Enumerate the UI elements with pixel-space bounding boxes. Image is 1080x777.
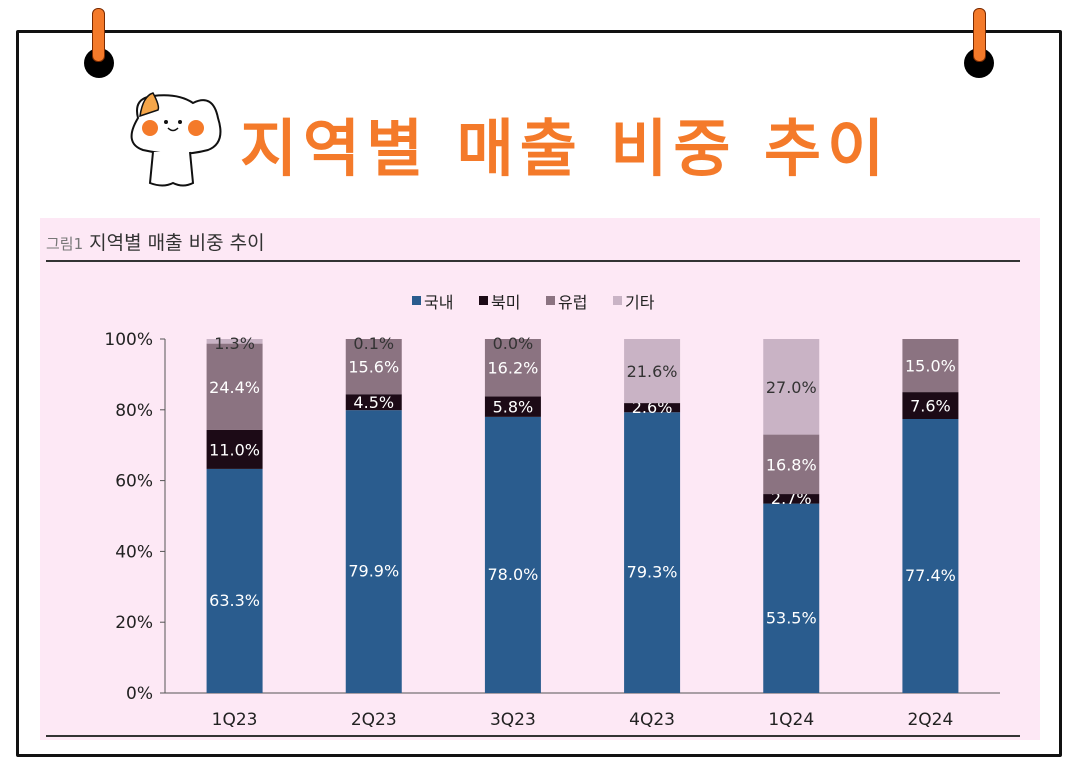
- y-tick-label: 80%: [115, 401, 153, 421]
- bar-segment: [624, 412, 681, 693]
- bar-segment: [763, 434, 820, 495]
- bar-segment: [206, 429, 263, 469]
- y-tick-label: 100%: [104, 330, 153, 350]
- bar-segment: [206, 343, 263, 430]
- frame: [16, 30, 1062, 757]
- bar-segment: [206, 468, 263, 693]
- legend-label: 유럽: [558, 293, 587, 312]
- data-label: 15.0%: [905, 357, 956, 376]
- bar-segment: [484, 416, 541, 693]
- data-label: 24.4%: [209, 378, 260, 397]
- data-label: 79.9%: [348, 562, 399, 581]
- bar-segment: [763, 503, 820, 693]
- data-label: 16.2%: [488, 359, 539, 378]
- data-label: 0.0%: [493, 334, 534, 353]
- binder-pin-right: [973, 8, 986, 62]
- x-tick-label: 1Q23: [212, 710, 258, 730]
- divider-top: [46, 260, 1020, 262]
- data-label: 4.5%: [353, 393, 394, 412]
- y-tick-label: 20%: [115, 613, 153, 633]
- y-tick-label: 0%: [126, 684, 153, 704]
- figure-title-text: 지역별 매출 비중 추이: [89, 232, 265, 254]
- divider-bottom: [46, 735, 1020, 737]
- data-label: 7.6%: [910, 397, 951, 416]
- bar-segment: [763, 339, 820, 435]
- data-label: 16.8%: [766, 455, 817, 474]
- data-label: 5.8%: [493, 398, 534, 417]
- x-tick-label: 2Q24: [907, 710, 953, 730]
- data-label: 21.6%: [627, 362, 678, 381]
- legend-swatch: [479, 296, 488, 305]
- data-label: 77.4%: [905, 566, 956, 585]
- x-tick-label: 2Q23: [351, 710, 397, 730]
- bar-segment: [484, 339, 541, 397]
- bar-segment: [902, 419, 959, 693]
- cat-mascot-icon: [130, 92, 222, 187]
- legend-label: 북미: [491, 293, 520, 312]
- figure-label: 그림1: [46, 235, 84, 253]
- figure-title: 그림1 지역별 매출 비중 추이: [46, 228, 265, 255]
- binder-pin-left: [92, 8, 105, 62]
- bar-segment: [763, 494, 820, 504]
- legend-label: 국내: [424, 293, 453, 312]
- legend-swatch: [613, 296, 622, 305]
- legend-swatch: [412, 296, 421, 305]
- x-tick-label: 4Q23: [629, 710, 675, 730]
- data-label: 63.3%: [209, 591, 260, 610]
- x-tick-label: 3Q23: [490, 710, 536, 730]
- page-title: 지역별 매출 비중 추이: [240, 112, 891, 185]
- y-tick-label: 40%: [115, 542, 153, 562]
- bar-segment: [902, 392, 959, 420]
- data-label: 11.0%: [209, 440, 260, 459]
- legend-swatch: [546, 296, 555, 305]
- data-label: 0.1%: [353, 334, 394, 353]
- bar-segment: [345, 410, 402, 693]
- bar-segment: [624, 339, 681, 404]
- data-label: 1.3%: [214, 334, 255, 353]
- data-label: 53.5%: [766, 608, 817, 627]
- bar-segment: [902, 339, 959, 393]
- x-tick-label: 1Q24: [768, 710, 814, 730]
- bar-segment: [624, 403, 681, 413]
- legend-label: 기타: [625, 293, 655, 312]
- bar-segment: [345, 339, 402, 395]
- y-tick-label: 60%: [115, 472, 153, 492]
- data-label: 79.3%: [627, 563, 678, 582]
- bar-segment: [484, 396, 541, 417]
- data-label: 78.0%: [488, 565, 539, 584]
- data-label: 15.6%: [348, 358, 399, 377]
- bar-segment: [345, 394, 402, 411]
- data-label: 27.0%: [766, 378, 817, 397]
- bar-segment: [206, 339, 263, 344]
